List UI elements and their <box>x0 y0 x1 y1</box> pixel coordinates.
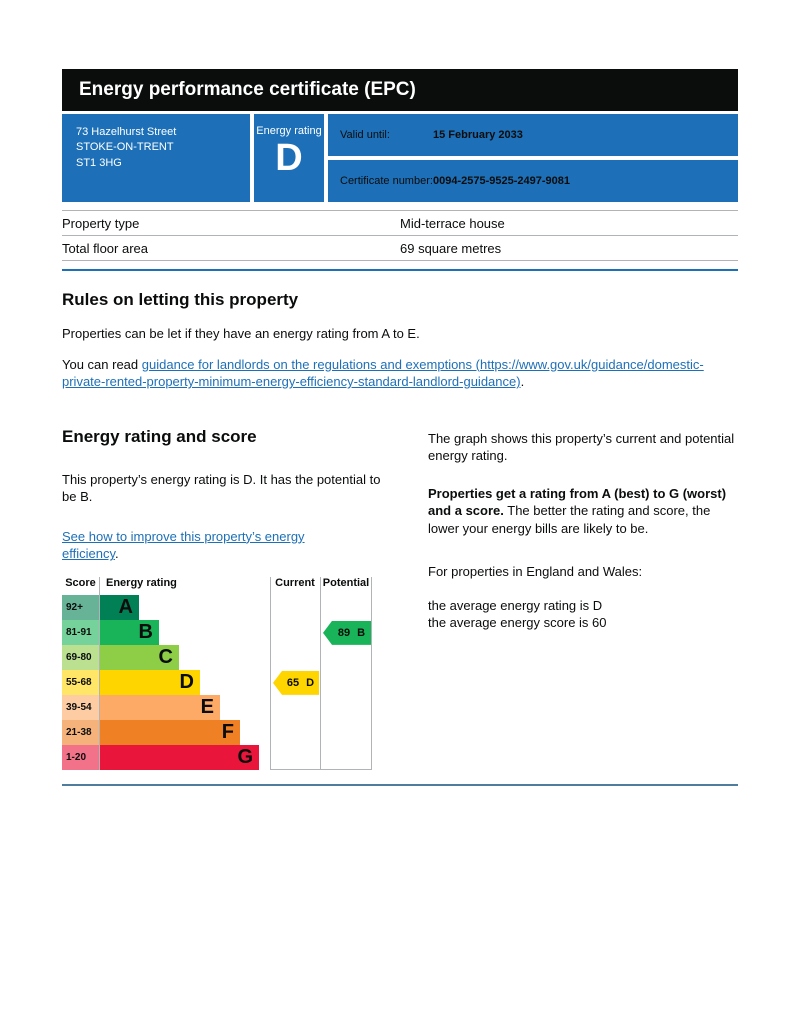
potential-score: 89 <box>337 626 351 639</box>
epc-rating-chart: Score Energy rating Current Potential 92… <box>62 576 372 770</box>
certificate-header: 73 Hazelhurst Street STOKE-ON-TRENT ST1 … <box>62 114 738 202</box>
band-score-range: 81-91 <box>62 619 99 645</box>
improve-paragraph: See how to improve this property’s energ… <box>62 528 362 563</box>
rules-guidance-paragraph: You can read guidance for landlords on t… <box>62 356 717 391</box>
band-bar-g: G <box>100 744 259 770</box>
improve-efficiency-link[interactable]: See how to improve this property’s energ… <box>62 528 305 562</box>
page-title: Energy performance certificate (EPC) <box>62 69 738 111</box>
guidance-text-suffix: . <box>520 374 525 390</box>
epc-chart-rows: 92+ A 81-91 B 69-80 C 55-68 D 39-54 E 21-38 F 1-20 G <box>62 594 372 770</box>
average-rating-line: the average energy rating is D <box>428 597 603 613</box>
floor-area-value: 69 square metres <box>400 240 502 256</box>
band-letter: E <box>200 696 214 719</box>
chart-gridline <box>371 576 372 770</box>
ratings-explainer-bold: Properties get a rating from A (best) to… <box>428 485 727 519</box>
certificate-number-value: 0094-2575-9525-2497-9081 <box>433 175 571 187</box>
property-type-value: Mid-terrace house <box>400 215 505 231</box>
rating-left-column: Energy rating and score This property’s … <box>62 427 393 770</box>
epc-band-row-e: 39-54 E <box>62 694 372 720</box>
rating-heading: Energy rating and score <box>62 426 257 446</box>
certificate-number-label: Certificate number: <box>340 175 433 187</box>
current-score: 65 <box>286 676 300 689</box>
band-score-range: 92+ <box>62 594 99 620</box>
band-letter: C <box>158 646 173 669</box>
rules-paragraph: Properties can be let if they have an en… <box>62 326 420 341</box>
valid-until-label: Valid until: <box>340 129 390 141</box>
current-column-header: Current <box>275 576 315 589</box>
bottom-divider <box>62 783 738 786</box>
band-bar-e: E <box>100 694 220 720</box>
guidance-text-prefix: You can read <box>62 356 142 372</box>
chart-gridline <box>99 576 100 770</box>
current-letter: D <box>306 676 315 689</box>
score-column-header: Score <box>65 576 96 589</box>
energy-rating-column-header: Energy rating <box>106 576 177 589</box>
epc-band-row-c: 69-80 C <box>62 644 372 670</box>
chart-header-row: Score Energy rating Current Potential <box>62 577 372 595</box>
band-bar-d: D <box>100 669 200 695</box>
ratings-explainer-paragraph: Properties get a rating from A (best) to… <box>428 485 738 538</box>
property-summary-table: Property type Mid-terrace house Total fl… <box>62 210 738 261</box>
energy-rating-value: D <box>275 137 303 179</box>
section-divider <box>62 269 738 271</box>
current-rating-arrow: 65 D <box>273 670 319 695</box>
epc-band-row-g: 1-20 G <box>62 744 372 770</box>
energy-rating-box: Energy rating D <box>254 114 324 202</box>
regions-paragraph: For properties in England and Wales: <box>428 564 643 580</box>
rating-right-column: The graph shows this property’s current … <box>428 427 738 770</box>
band-letter: B <box>138 621 153 644</box>
ratings-explainer-rest: The better the rating and score, the low… <box>428 503 711 536</box>
floor-area-label: Total floor area <box>62 240 148 256</box>
property-address: 73 Hazelhurst Street STOKE-ON-TRENT ST1 … <box>62 114 250 202</box>
address-line-2: STOKE-ON-TRENT <box>76 141 174 154</box>
epc-band-row-f: 21-38 F <box>62 719 372 745</box>
property-type-label: Property type <box>62 215 140 231</box>
rating-summary: This property’s energy rating is D. It h… <box>62 471 381 505</box>
address-line-3: ST1 3HG <box>76 156 122 169</box>
graph-intro-paragraph: The graph shows this property’s current … <box>428 430 735 464</box>
rules-heading: Rules on letting this property <box>62 290 299 309</box>
address-line-1: 73 Hazelhurst Street <box>76 126 177 138</box>
band-letter: G <box>237 746 253 769</box>
chart-gridline <box>270 576 271 770</box>
band-score-range: 21-38 <box>62 719 99 745</box>
improve-suffix: . <box>115 546 119 562</box>
average-score-line: the average energy score is 60 <box>428 615 607 631</box>
band-bar-a: A <box>100 594 139 620</box>
certificate-number-row: Certificate number: 0094-2575-9525-2497-… <box>328 160 738 202</box>
potential-column-header: Potential <box>322 576 370 589</box>
averages-paragraph: the average energy rating is D the avera… <box>428 597 738 632</box>
table-row: Property type Mid-terrace house <box>62 211 738 236</box>
epc-band-row-a: 92+ A <box>62 594 372 620</box>
valid-until-row: Valid until: 15 February 2033 <box>328 114 738 156</box>
valid-until-value: 15 February 2033 <box>433 129 523 141</box>
chart-gridline <box>320 576 321 770</box>
band-bar-c: C <box>100 644 179 670</box>
band-letter: F <box>221 721 234 744</box>
landlord-guidance-link[interactable]: guidance for landlords on the regulation… <box>62 356 704 390</box>
band-bar-f: F <box>100 719 240 745</box>
certificate-details: Valid until: 15 February 2033 Certificat… <box>328 114 738 202</box>
energy-rating-label: Energy rating <box>256 125 322 137</box>
band-score-range: 39-54 <box>62 694 99 720</box>
table-row: Total floor area 69 square metres <box>62 236 738 261</box>
potential-rating-arrow: 89 B <box>323 620 371 645</box>
band-score-range: 1-20 <box>62 744 99 770</box>
band-letter: D <box>179 671 194 694</box>
chart-border <box>270 768 372 770</box>
band-letter: A <box>118 596 133 619</box>
epc-band-row-d: 55-68 D <box>62 669 372 695</box>
epc-band-row-b: 81-91 B <box>62 619 372 645</box>
band-score-range: 55-68 <box>62 669 99 695</box>
band-score-range: 69-80 <box>62 644 99 670</box>
energy-rating-section: Energy rating and score This property’s … <box>62 427 738 770</box>
potential-letter: B <box>357 626 366 639</box>
band-bar-b: B <box>100 619 159 645</box>
